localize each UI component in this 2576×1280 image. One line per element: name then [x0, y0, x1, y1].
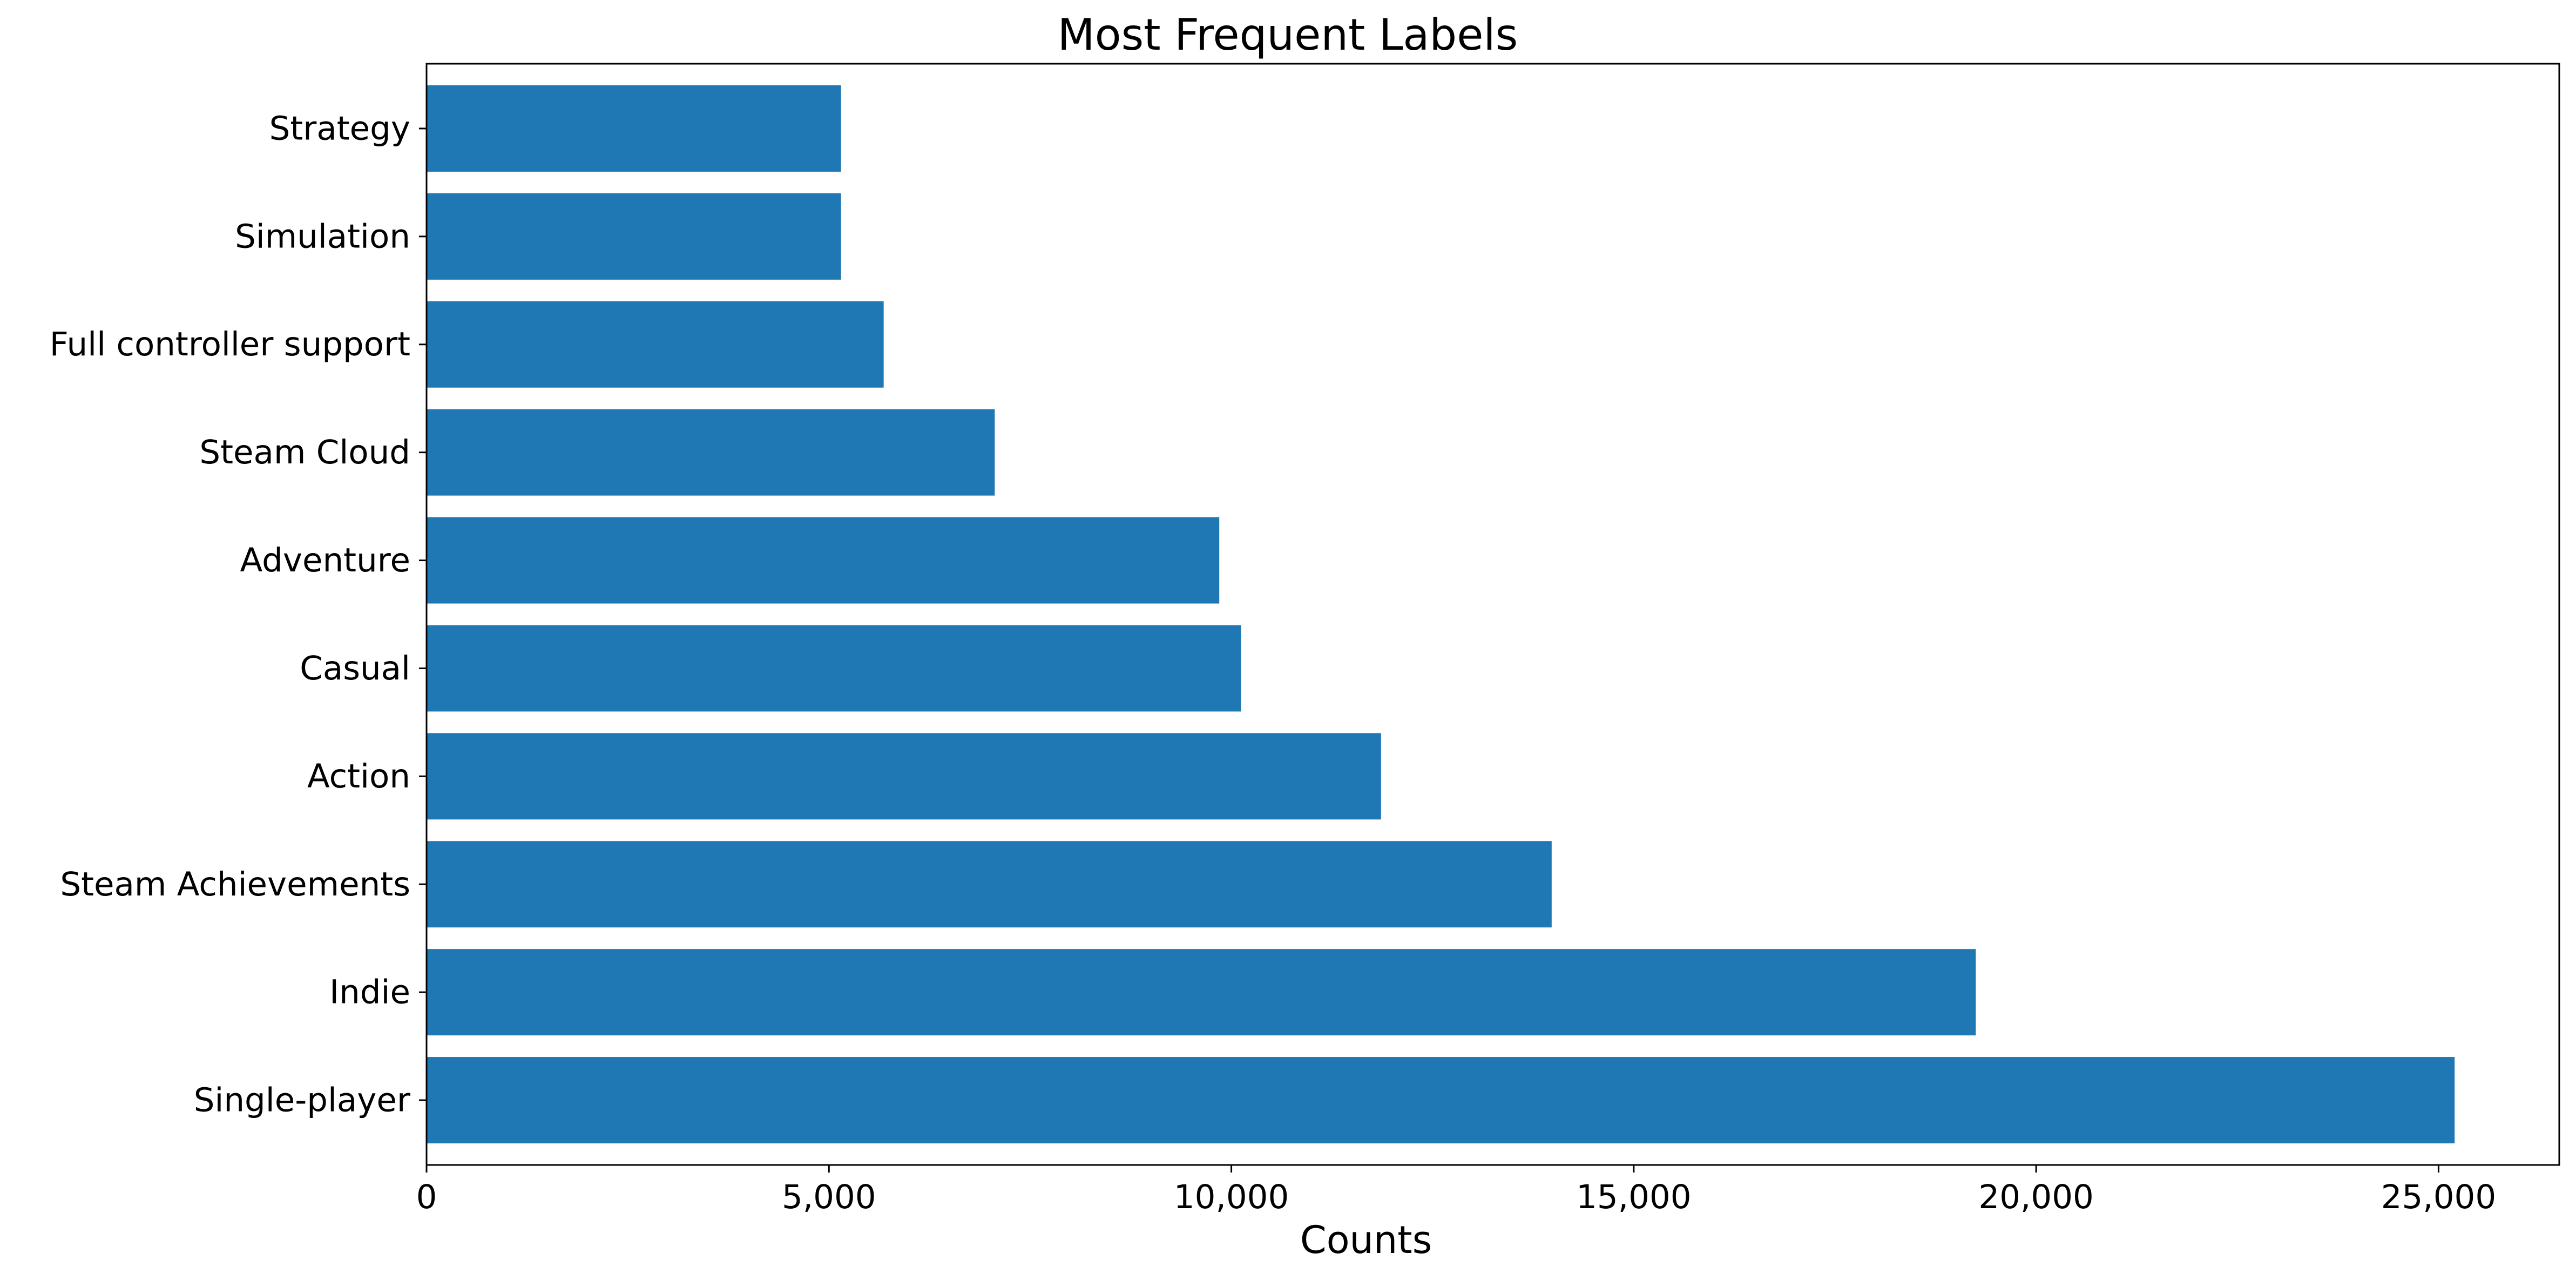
bar-adventure [427, 517, 1220, 604]
plot-frame [425, 63, 2560, 1166]
x-tick-label: 5,000 [782, 1178, 876, 1216]
y-tick-label: Action [307, 757, 410, 796]
x-tick-label: 0 [416, 1178, 437, 1216]
bar-steam-cloud [427, 409, 995, 496]
y-axis-ticks: Single-player Indie Steam Achievements Acti… [50, 109, 427, 1120]
y-tick-label: Steam Achievements [60, 865, 410, 904]
bar-strategy [427, 85, 841, 172]
chart-title: Most Frequent Labels [1058, 10, 1518, 60]
x-tick-label: 15,000 [1576, 1178, 1691, 1216]
y-tick-label: Strategy [269, 109, 410, 147]
x-axis-label: Counts [1300, 1218, 1432, 1262]
bar-action [427, 733, 1381, 820]
y-tick-label: Single-player [194, 1081, 411, 1120]
bar-indie [427, 949, 1976, 1036]
bar-steam-achievements [427, 841, 1552, 928]
x-tick-label: 25,000 [2381, 1178, 2496, 1216]
y-tick-label: Indie [329, 973, 410, 1012]
y-tick-label: Simulation [235, 217, 410, 255]
y-tick-label: Full controller support [50, 325, 410, 363]
bar-casual [427, 625, 1241, 712]
y-tick-label: Adventure [240, 541, 410, 580]
bar-simulation [427, 193, 841, 280]
bars-group [427, 85, 2455, 1144]
bar-full-controller-support [427, 301, 884, 388]
x-tick-label: 10,000 [1174, 1178, 1289, 1216]
y-tick-label: Steam Cloud [199, 433, 410, 471]
x-axis-ticks: 0 5,000 10,000 15,000 20,000 25,000 [416, 1165, 2496, 1216]
bar-single-player [427, 1057, 2455, 1144]
y-tick-label: Casual [300, 649, 410, 688]
x-tick-label: 20,000 [1978, 1178, 2093, 1216]
